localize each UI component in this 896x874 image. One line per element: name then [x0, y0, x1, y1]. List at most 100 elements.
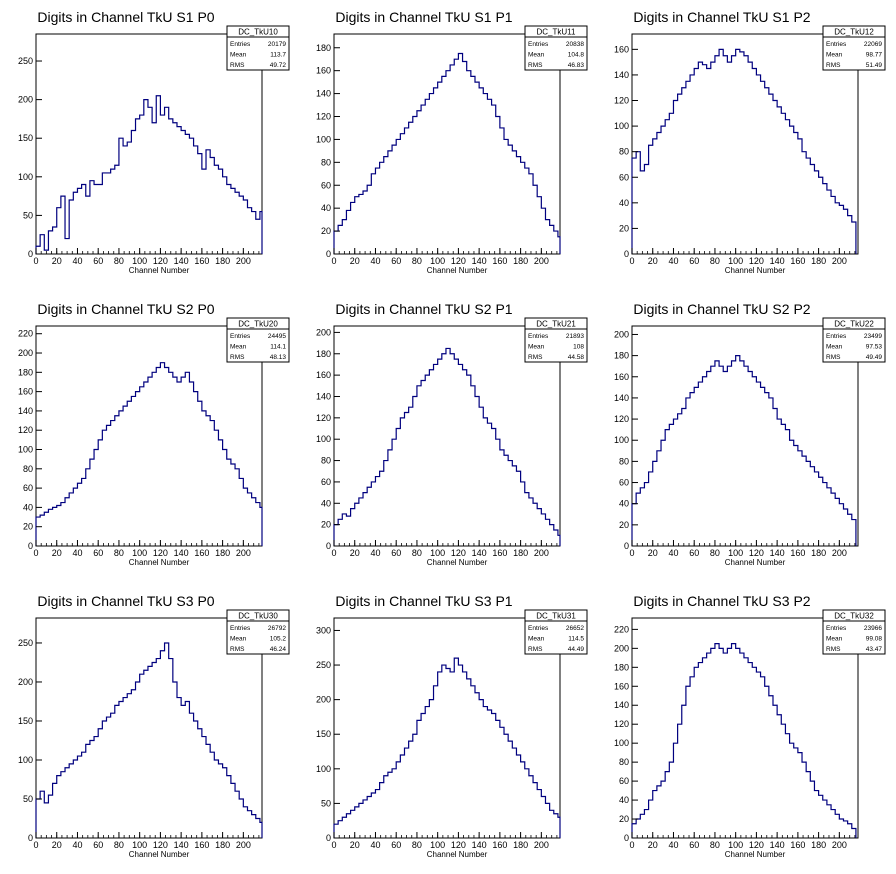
y-tick-label: 120 — [316, 413, 331, 423]
x-tick-label: 80 — [114, 256, 124, 266]
x-tick-label: 60 — [689, 840, 699, 850]
stats-histogram-name: DC_TkU10 — [238, 28, 278, 37]
stats-label: Mean — [230, 636, 247, 643]
x-axis-label: Channel Number — [725, 850, 786, 859]
stats-label: Entries — [230, 41, 251, 48]
x-tick-label: 40 — [72, 256, 82, 266]
y-tick-label: 20 — [619, 223, 629, 233]
chart-title: Digits in Channel TkU S2 P1 — [335, 301, 512, 317]
x-tick-label: 80 — [710, 256, 720, 266]
y-tick-label: 140 — [18, 406, 33, 416]
stats-label: RMS — [230, 62, 245, 69]
x-tick-label: 200 — [236, 840, 251, 850]
stats-label: RMS — [826, 354, 841, 361]
x-tick-label: 60 — [391, 840, 401, 850]
y-tick-label: 0 — [624, 833, 629, 843]
stats-label: Mean — [230, 344, 247, 351]
y-tick-label: 140 — [614, 393, 629, 403]
y-tick-label: 0 — [28, 541, 33, 551]
stats-label: RMS — [528, 646, 543, 653]
x-tick-label: 100 — [430, 840, 445, 850]
y-tick-label: 40 — [619, 499, 629, 509]
x-tick-label: 180 — [513, 548, 528, 558]
y-tick-label: 40 — [23, 502, 33, 512]
plot-frame — [631, 33, 859, 255]
y-tick-label: 100 — [18, 755, 33, 765]
y-tick-label: 100 — [18, 172, 33, 182]
x-tick-label: 120 — [749, 840, 764, 850]
x-tick-label: 20 — [52, 256, 62, 266]
stats-label: Entries — [528, 625, 549, 632]
x-tick-label: 100 — [728, 548, 743, 558]
y-tick-label: 80 — [619, 757, 629, 767]
y-tick-label: 160 — [614, 372, 629, 382]
x-tick-label: 200 — [832, 548, 847, 558]
y-tick-label: 100 — [316, 764, 331, 774]
x-tick-label: 180 — [811, 840, 826, 850]
x-tick-label: 40 — [72, 840, 82, 850]
stats-histogram-name: DC_TkU31 — [536, 612, 576, 621]
y-tick-label: 180 — [614, 662, 629, 672]
x-tick-label: 0 — [331, 840, 336, 850]
y-tick-label: 60 — [23, 483, 33, 493]
x-tick-label: 120 — [153, 548, 168, 558]
x-tick-label: 180 — [811, 256, 826, 266]
y-tick-label: 80 — [321, 456, 331, 466]
y-tick-label: 200 — [18, 348, 33, 358]
stats-histogram-name: DC_TkU30 — [238, 612, 278, 621]
stats-value-entries: 23499 — [864, 333, 882, 340]
x-tick-label: 200 — [534, 548, 549, 558]
y-tick-label: 60 — [619, 172, 629, 182]
x-tick-label: 0 — [331, 256, 336, 266]
y-tick-label: 20 — [321, 520, 331, 530]
x-tick-label: 120 — [451, 548, 466, 558]
x-tick-label: 20 — [350, 256, 360, 266]
x-tick-label: 100 — [430, 256, 445, 266]
x-tick-label: 200 — [236, 548, 251, 558]
x-tick-label: 0 — [629, 548, 634, 558]
y-tick-label: 100 — [614, 435, 629, 445]
x-tick-label: 0 — [331, 548, 336, 558]
x-tick-label: 80 — [710, 548, 720, 558]
y-tick-label: 100 — [614, 738, 629, 748]
y-tick-label: 0 — [28, 249, 33, 259]
x-tick-label: 20 — [350, 548, 360, 558]
x-tick-label: 180 — [811, 548, 826, 558]
x-tick-label: 140 — [174, 256, 189, 266]
chart-title: Digits in Channel TkU S1 P2 — [633, 9, 810, 25]
stats-box — [524, 25, 588, 71]
x-tick-label: 140 — [472, 840, 487, 850]
x-tick-label: 40 — [668, 840, 678, 850]
x-tick-label: 0 — [629, 840, 634, 850]
y-tick-label: 60 — [321, 180, 331, 190]
x-axis-label: Channel Number — [725, 266, 786, 275]
x-tick-label: 100 — [728, 256, 743, 266]
x-tick-label: 160 — [790, 548, 805, 558]
stats-label: Mean — [528, 52, 545, 59]
y-tick-label: 120 — [316, 112, 331, 122]
x-tick-label: 20 — [350, 840, 360, 850]
x-axis-label: Channel Number — [129, 850, 190, 859]
x-tick-label: 120 — [749, 548, 764, 558]
stats-label: Entries — [528, 41, 549, 48]
stats-value-rms: 46.24 — [270, 646, 287, 653]
x-tick-label: 140 — [770, 256, 785, 266]
x-tick-label: 40 — [370, 840, 380, 850]
x-tick-label: 0 — [629, 256, 634, 266]
chart-title: Digits in Channel TkU S3 P1 — [335, 593, 512, 609]
x-tick-label: 140 — [174, 548, 189, 558]
stats-label: Mean — [826, 344, 843, 351]
stats-value-entries: 21893 — [566, 333, 584, 340]
y-tick-label: 120 — [614, 719, 629, 729]
stats-label: RMS — [230, 354, 245, 361]
x-tick-label: 60 — [689, 548, 699, 558]
plot-frame — [35, 325, 263, 547]
stats-histogram-name: DC_TkU12 — [834, 28, 874, 37]
x-tick-label: 60 — [93, 840, 103, 850]
stats-value-rms: 49.49 — [866, 354, 883, 361]
x-tick-label: 60 — [689, 256, 699, 266]
x-tick-label: 160 — [492, 548, 507, 558]
